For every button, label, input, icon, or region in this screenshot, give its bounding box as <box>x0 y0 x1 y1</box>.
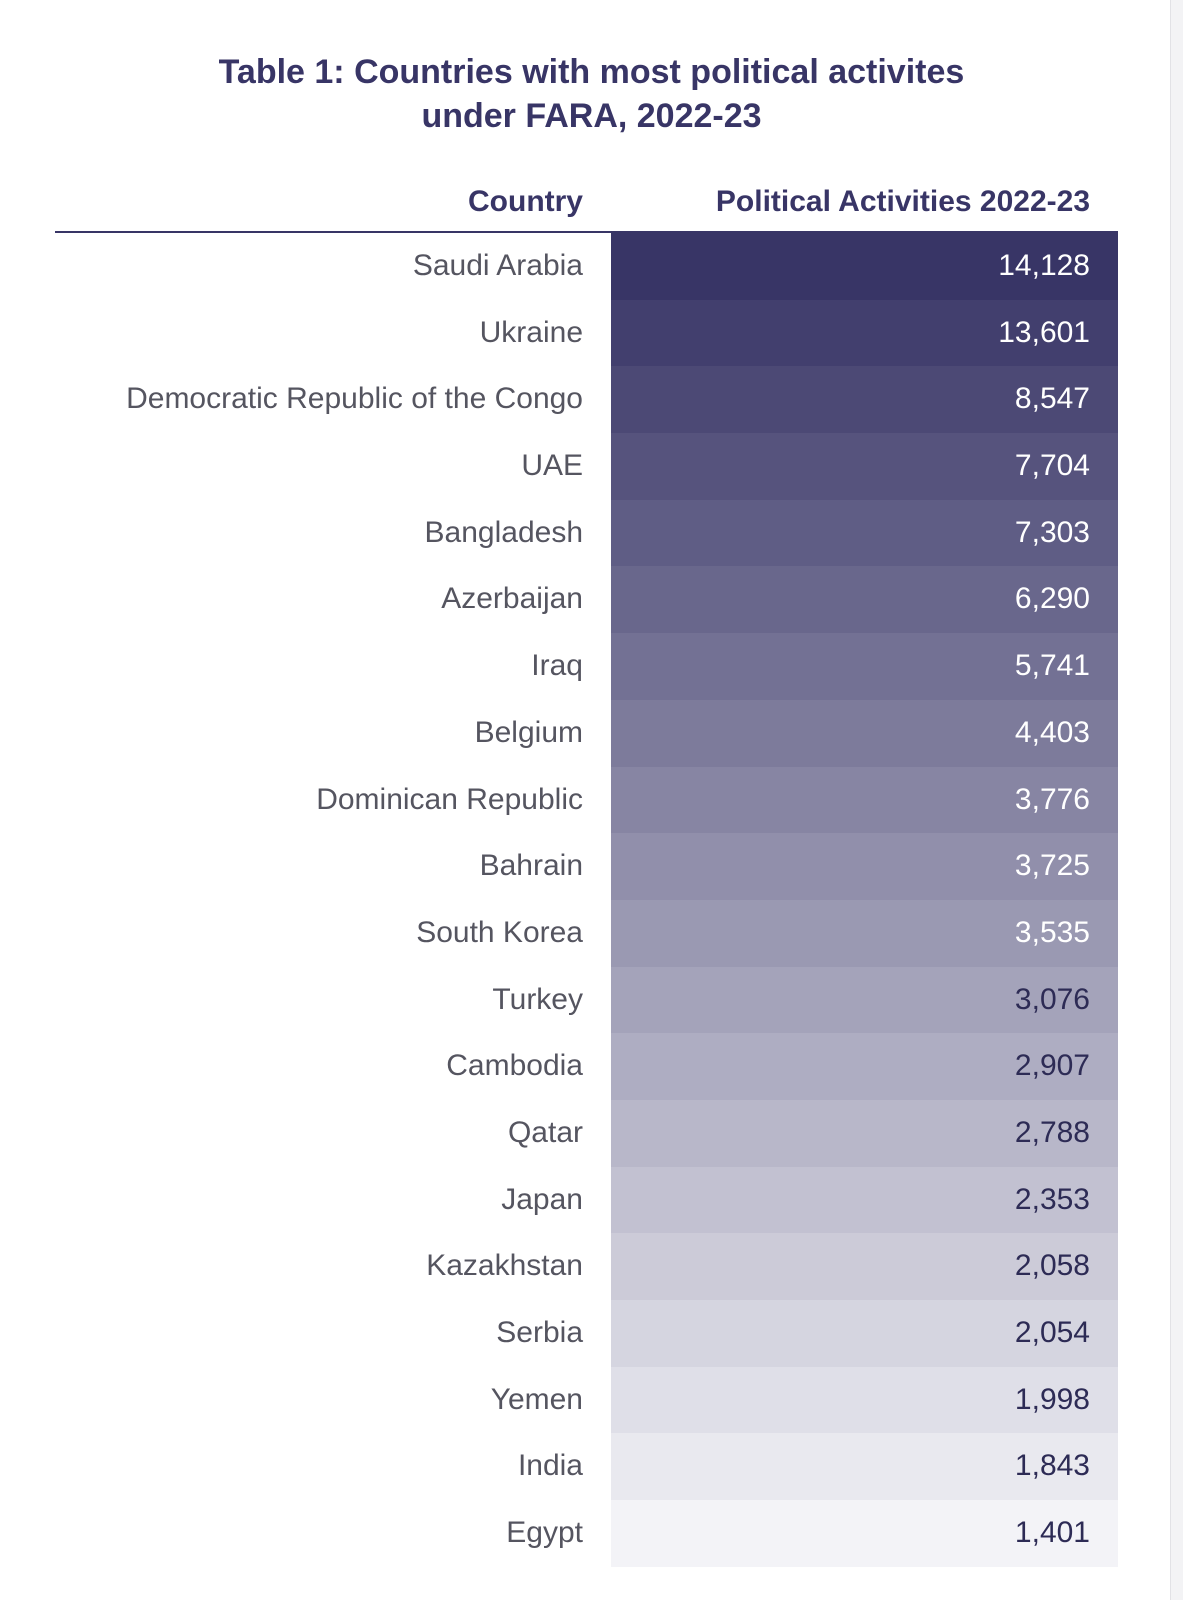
table-row: Iraq 5,741 <box>0 633 1183 700</box>
table-row: Belgium 4,403 <box>0 699 1183 767</box>
activities-column-header: Political Activities 2022-23 <box>715 185 1090 218</box>
activity-cell: 2,058 <box>611 1233 1118 1300</box>
country-name: Yemen <box>490 1382 583 1416</box>
table-row: Japan 2,353 <box>0 1166 1183 1234</box>
country-name: Japan <box>501 1182 583 1216</box>
activity-value: 1,401 <box>1014 1516 1090 1550</box>
country-name: Saudi Arabia <box>412 249 583 282</box>
country-name: Democratic Republic of the Congo <box>126 382 583 416</box>
activity-cell: 2,907 <box>611 1033 1118 1100</box>
country-name: UAE <box>521 449 583 483</box>
country-name: Cambodia <box>446 1049 583 1083</box>
table-row: UAE 7,704 <box>0 433 1183 500</box>
table-row: India 1,843 <box>0 1433 1183 1501</box>
country-name: South Korea <box>416 915 583 949</box>
activity-cell: 2,353 <box>611 1166 1118 1234</box>
activity-cell: 2,788 <box>611 1099 1118 1167</box>
activity-cell: 5,741 <box>611 633 1118 700</box>
activity-value: 2,788 <box>1014 1115 1090 1149</box>
table-row: Bahrain 3,725 <box>0 833 1183 900</box>
table-row: Democratic Republic of the Congo 8,547 <box>0 366 1183 434</box>
header-rule <box>55 231 1118 233</box>
activity-cell: 4,403 <box>611 699 1118 767</box>
table-row: Kazakhstan 2,058 <box>0 1233 1183 1300</box>
table-row: Ukraine 13,601 <box>0 299 1183 367</box>
table-row: South Korea 3,535 <box>0 899 1183 967</box>
activity-value: 3,535 <box>1014 915 1090 949</box>
activity-cell: 1,998 <box>611 1366 1118 1434</box>
country-name: Ukraine <box>479 315 583 349</box>
activity-value: 8,547 <box>1014 382 1090 416</box>
country-name: Serbia <box>496 1316 583 1349</box>
activity-cell: 7,704 <box>611 433 1118 500</box>
activity-cell: 14,128 <box>611 233 1118 300</box>
activity-cell: 6,290 <box>611 566 1118 634</box>
country-name: Dominican Republic <box>316 782 583 816</box>
table-row: Serbia 2,054 <box>0 1300 1183 1367</box>
activity-cell: 1,843 <box>611 1433 1118 1501</box>
table-title-line-2: under FARA, 2022-23 <box>421 97 762 135</box>
activity-value: 3,776 <box>1014 782 1090 816</box>
activity-value: 4,403 <box>1014 715 1090 749</box>
table-row: Qatar 2,788 <box>0 1099 1183 1167</box>
activity-value: 7,303 <box>1014 515 1090 549</box>
table-row: Cambodia 2,907 <box>0 1033 1183 1100</box>
country-name: Iraq <box>531 649 583 683</box>
country-name: Kazakhstan <box>426 1249 583 1283</box>
activity-value: 6,290 <box>1014 582 1090 616</box>
country-name: Bahrain <box>479 849 583 883</box>
activity-cell: 2,054 <box>611 1300 1118 1367</box>
table-row: Saudi Arabia 14,128 <box>0 233 1183 300</box>
table-row: Turkey 3,076 <box>0 966 1183 1034</box>
country-name: Belgium <box>474 715 583 749</box>
table-row: Egypt 1,401 <box>0 1500 1183 1567</box>
table-body: Saudi Arabia 14,128 Ukraine 13,601 Democrati… <box>0 233 1183 1567</box>
activity-cell: 3,076 <box>611 966 1118 1034</box>
activity-value: 7,704 <box>1014 449 1090 483</box>
activity-value: 1,843 <box>1014 1449 1090 1483</box>
activity-value: 3,076 <box>1014 982 1090 1016</box>
table-row: Dominican Republic 3,776 <box>0 766 1183 834</box>
activity-value: 13,601 <box>998 315 1090 349</box>
activity-cell: 3,725 <box>611 833 1118 900</box>
activity-cell: 7,303 <box>611 499 1118 567</box>
table-row: Azerbaijan 6,290 <box>0 566 1183 634</box>
table-title-line-1: Table 1: Countries with most political a… <box>218 53 965 91</box>
country-name: Turkey <box>492 982 583 1016</box>
activity-value: 5,741 <box>1014 649 1090 683</box>
table-title: Table 1: Countries with most political a… <box>0 50 1183 138</box>
activity-cell: 3,776 <box>611 766 1118 834</box>
activity-value: 2,353 <box>1014 1182 1090 1216</box>
activity-value: 1,998 <box>1014 1382 1090 1416</box>
table-row: Yemen 1,998 <box>0 1366 1183 1434</box>
activity-cell: 13,601 <box>611 299 1118 367</box>
table-row: Bangladesh 7,303 <box>0 499 1183 567</box>
country-name: India <box>517 1449 583 1483</box>
activity-cell: 3,535 <box>611 899 1118 967</box>
activity-cell: 1,401 <box>611 1500 1118 1567</box>
activity-value: 3,725 <box>1014 849 1090 883</box>
page-edge <box>1170 0 1183 1600</box>
activity-value: 2,907 <box>1014 1049 1090 1083</box>
country-column-header: Country <box>468 185 583 218</box>
activity-value: 14,128 <box>998 249 1090 282</box>
country-name: Qatar <box>507 1115 583 1149</box>
country-name: Azerbaijan <box>441 582 583 616</box>
country-name: Bangladesh <box>424 515 583 549</box>
country-name: Egypt <box>506 1516 583 1550</box>
activity-value: 2,054 <box>1014 1316 1090 1349</box>
activity-cell: 8,547 <box>611 366 1118 434</box>
activity-value: 2,058 <box>1014 1249 1090 1283</box>
